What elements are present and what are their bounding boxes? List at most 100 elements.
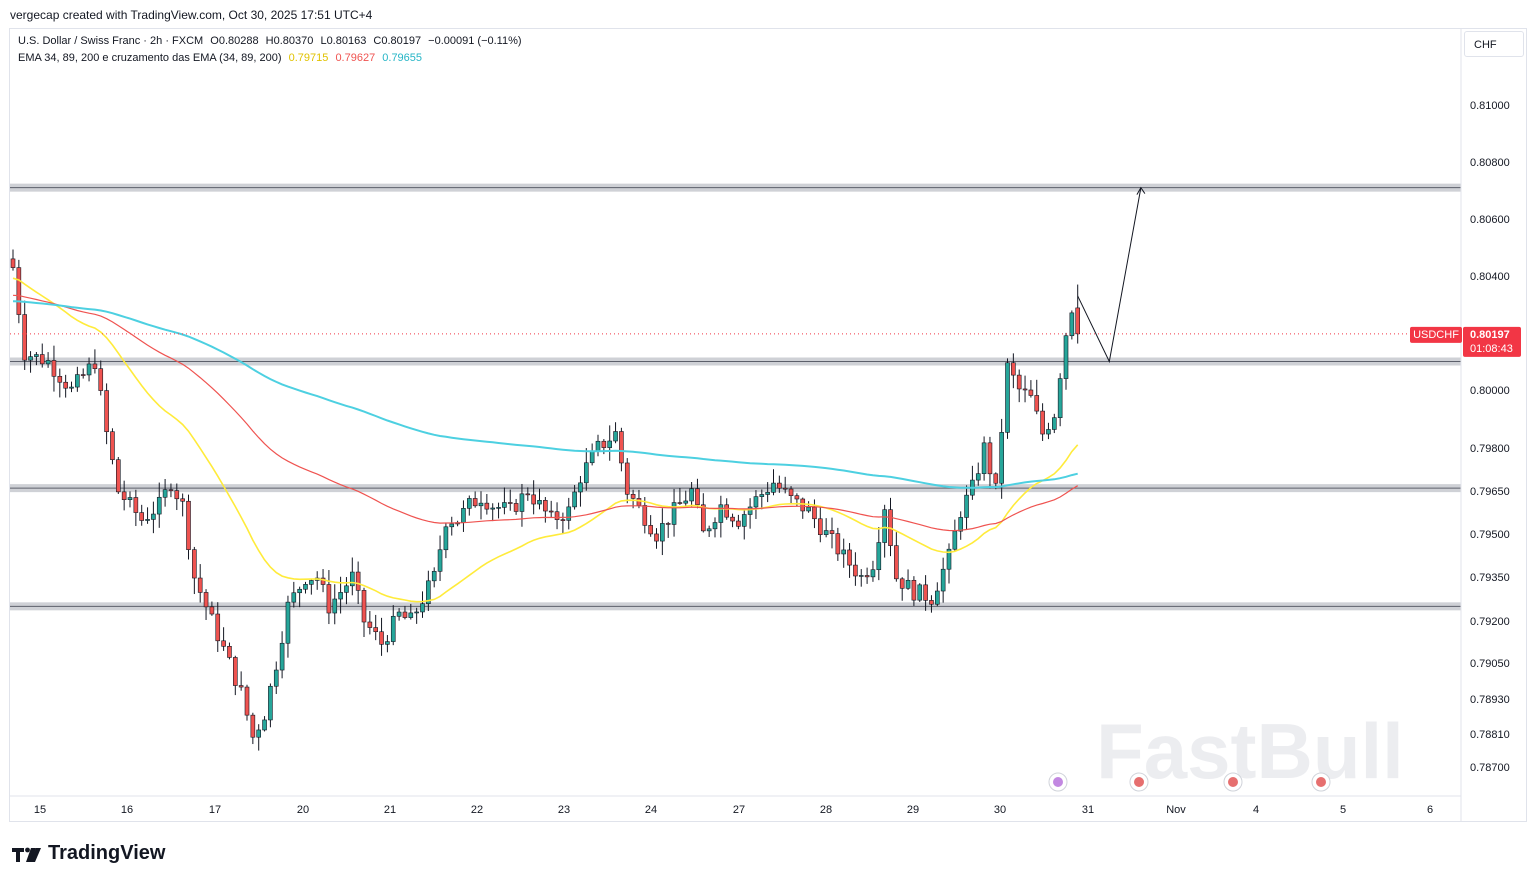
candle-body — [1075, 307, 1080, 335]
ema89-line — [12, 294, 1079, 532]
candle-body — [601, 440, 607, 448]
currency-button[interactable]: CHF — [1464, 31, 1524, 57]
candle-body — [583, 462, 589, 484]
candle-body — [385, 641, 390, 645]
candle-body — [80, 374, 86, 376]
candle-body — [812, 506, 817, 520]
candle-body — [753, 496, 759, 508]
candle-body — [929, 600, 934, 605]
price-tag-value: 0.80197 — [1470, 329, 1510, 341]
time-tick-label: 4 — [1253, 804, 1259, 816]
candle-body — [437, 549, 443, 572]
candle-body — [531, 494, 536, 505]
price-tick-label: 0.79050 — [1470, 658, 1510, 670]
candle-body — [689, 488, 694, 502]
candle-body — [250, 714, 256, 738]
candle-body — [835, 533, 841, 555]
price-tick-label: 0.78930 — [1470, 694, 1510, 706]
price-tick-label: 0.79500 — [1470, 529, 1510, 541]
indicator-name[interactable]: EMA 34, 89, 200 e cruzamento das EMA (34… — [18, 52, 282, 64]
candle-body — [168, 489, 174, 491]
candle-body — [420, 603, 425, 613]
symbol-title[interactable]: U.S. Dollar / Swiss Franc · 2h · FXCM — [18, 35, 204, 47]
candle-body — [367, 621, 373, 628]
candle-body — [1046, 429, 1051, 435]
price-tick-label: 0.80600 — [1470, 214, 1510, 226]
low-value: 0.80163 — [326, 35, 367, 47]
change-value: −0.00091 (−0.11%) — [428, 35, 522, 47]
candle-body — [139, 512, 144, 521]
candle-body — [747, 506, 753, 515]
candle-body — [589, 450, 595, 464]
candle-body — [648, 525, 653, 535]
candle-body — [917, 584, 923, 601]
candle-body — [221, 640, 226, 647]
candle-body — [1057, 378, 1063, 418]
candle-body — [806, 506, 811, 512]
candle-body — [864, 575, 870, 578]
candle-body — [513, 503, 519, 512]
time-tick-label: 5 — [1340, 804, 1346, 816]
price-tick-label: 0.79650 — [1470, 486, 1510, 498]
candle-body — [946, 548, 952, 570]
open-label: O — [210, 35, 219, 47]
indicator-legend: EMA 34, 89, 200 e cruzamento das EMA (34… — [18, 52, 422, 64]
time-tick-label: 20 — [297, 804, 309, 816]
candle-body — [174, 490, 180, 500]
candle-body — [823, 530, 829, 535]
time-tick-label: 17 — [209, 804, 221, 816]
candle-body — [484, 502, 490, 510]
candle-body — [1040, 410, 1045, 435]
candle-body — [203, 592, 209, 608]
candle-body — [1016, 374, 1022, 390]
low-label: L — [320, 35, 327, 47]
candle-body — [297, 588, 302, 594]
candle-body — [197, 577, 203, 593]
open-value: 0.80288 — [218, 35, 259, 47]
candle-body — [45, 360, 51, 365]
candle-body — [39, 354, 45, 365]
candle-body — [156, 496, 162, 515]
candle-body — [1034, 395, 1040, 412]
candle-body — [736, 520, 741, 527]
candle-body — [233, 657, 238, 686]
candle-body — [22, 314, 28, 361]
candle-body — [560, 519, 566, 521]
time-tick-label: 30 — [994, 804, 1006, 816]
candle-body — [543, 500, 548, 512]
brand-name: TradingView — [48, 842, 166, 864]
candle-body — [215, 613, 221, 642]
candle-body — [777, 482, 782, 489]
candle-body — [338, 592, 343, 600]
candle-body — [461, 508, 466, 523]
candle-body — [262, 719, 267, 731]
candle-body — [759, 494, 765, 497]
candle-body — [1005, 362, 1010, 433]
candle-body — [449, 523, 455, 528]
candle-body — [28, 356, 33, 361]
candle-body — [730, 516, 735, 522]
price-tick-label: 0.78810 — [1470, 729, 1510, 741]
candle-body — [952, 530, 958, 550]
candle-body — [443, 526, 449, 551]
candle-body — [853, 564, 858, 577]
candle-body — [765, 492, 770, 495]
time-tick-label: 27 — [733, 804, 745, 816]
time-tick-label: 23 — [558, 804, 570, 816]
candle-body — [870, 569, 876, 578]
candle-body — [309, 580, 314, 585]
candle-body — [619, 431, 624, 464]
price-tick-label: 0.79350 — [1470, 572, 1510, 584]
candle-body — [104, 390, 109, 433]
candle-body — [92, 363, 98, 369]
price-tag-bg — [1463, 326, 1521, 357]
tradingview-logo[interactable]: TradingView — [12, 842, 165, 865]
candle-body — [16, 267, 22, 315]
candle-body — [209, 606, 215, 615]
candle-body — [1011, 362, 1016, 376]
price-tick-label: 0.80800 — [1470, 157, 1510, 169]
candle-body — [478, 502, 484, 507]
candle-body — [525, 493, 531, 496]
event-icon-flag — [1228, 777, 1238, 787]
